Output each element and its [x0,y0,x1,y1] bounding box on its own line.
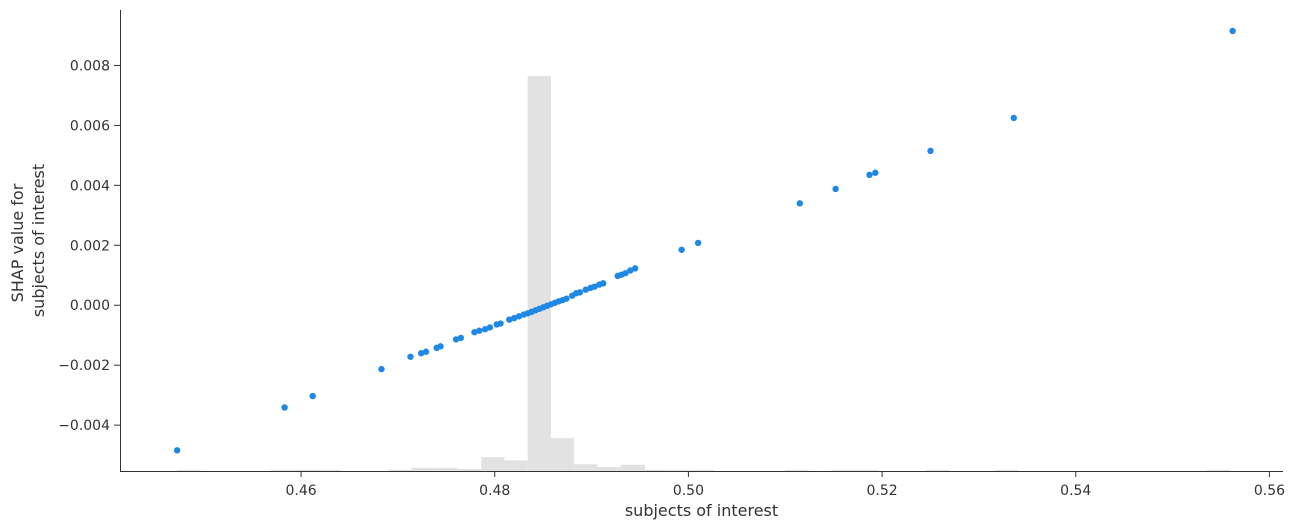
y-tick-label-3: 0.002 [70,238,110,254]
histogram-bar-0 [177,470,201,471]
x-ticks: 0.46 0.48 0.50 0.52 0.54 0.56 [285,471,1285,499]
scatter-point-8 [437,343,444,350]
histogram-bar-12 [574,464,598,471]
y-axis-label-line-2: subjects of interest [29,164,48,317]
histogram-bar-7 [457,469,482,471]
histogram-bar-22 [995,470,1019,471]
scatter-point-53 [1229,27,1236,35]
x-tick-label-4: 0.54 [1060,483,1091,499]
scatter-point-4 [407,353,414,360]
axes [120,10,1283,472]
histogram-bar-11 [550,438,575,471]
scatter-point-46 [694,239,702,247]
y-axis-label: SHAP value for subjects of interest [8,164,48,317]
scatter-point-42 [622,269,629,277]
x-tick-label-2: 0.50 [673,483,704,499]
scatter-point-3 [378,365,385,373]
y-ticks: −0.004 −0.002 0.000 0.002 0.004 0.006 0.008 [58,58,120,434]
scatter-point-6 [422,348,430,355]
scatter-point-45 [678,246,685,253]
histogram-bar-14 [620,464,645,471]
scatter-point-44 [631,265,639,272]
scatter-point-13 [481,326,489,333]
histogram-bar-15 [644,469,669,471]
histogram-layer [177,76,1230,471]
x-axis-label: subjects of interest [625,501,778,520]
scatter-point-16 [497,320,504,327]
x-tick-label-0: 0.46 [285,483,316,499]
scatter-point-12 [476,327,483,334]
histogram-bar-19 [831,470,855,471]
histogram-bar-13 [597,467,621,471]
scatter-point-11 [471,329,478,336]
scatter-point-31 [563,295,570,302]
y-tick-label-0: −0.004 [58,418,110,434]
scatter-point-10 [457,334,465,342]
histogram-bar-5 [411,467,435,471]
histogram-bar-6 [434,467,458,471]
x-tick-label-5: 0.56 [1254,483,1285,499]
histogram-bar-1 [271,470,295,471]
histogram-bar-10 [527,76,551,471]
scatter-point-19 [515,313,523,320]
scatter-point-48 [832,185,839,193]
scatter-point-0 [173,447,181,454]
histogram-bar-9 [504,460,528,471]
histogram-bar-18 [785,470,809,471]
scatter-point-52 [1010,114,1017,122]
scatter-point-34 [576,289,584,296]
scatter-point-1 [281,404,288,411]
scatter-point-5 [417,350,425,357]
scatter-point-14 [486,324,494,331]
histogram-bar-8 [481,457,505,471]
histogram-bar-20 [854,470,879,471]
y-tick-label-5: 0.006 [70,118,110,134]
histogram-bar-17 [691,470,715,471]
scatter-point-49 [866,171,873,179]
scatter-point-50 [872,169,879,176]
x-tick-label-3: 0.52 [867,483,898,499]
scatter-point-47 [796,200,803,207]
scatter-point-35 [582,286,589,293]
scatter-point-51 [927,147,934,155]
y-axis-label-line-1: SHAP value for [8,183,27,302]
scatter-point-17 [506,316,513,323]
histogram-bar-21 [925,470,949,471]
scatter-points-layer [173,27,1236,454]
y-tick-label-4: 0.004 [70,178,110,194]
x-tick-label-1: 0.48 [479,483,510,499]
histogram-bar-3 [317,470,341,471]
y-tick-label-2: 0.000 [70,298,110,314]
scatter-point-18 [510,314,518,322]
scatter-point-43 [627,267,634,274]
scatter-point-9 [452,336,460,343]
histogram-bar-23 [1206,470,1230,471]
scatter-point-37 [591,283,598,290]
histogram-bar-16 [668,470,692,471]
scatter-point-2 [309,392,316,400]
histogram-bar-2 [294,469,318,471]
y-tick-label-6: 0.008 [70,58,110,74]
y-tick-label-1: −0.002 [58,358,110,374]
histogram-bar-4 [388,469,412,471]
scatter-point-39 [600,280,607,287]
